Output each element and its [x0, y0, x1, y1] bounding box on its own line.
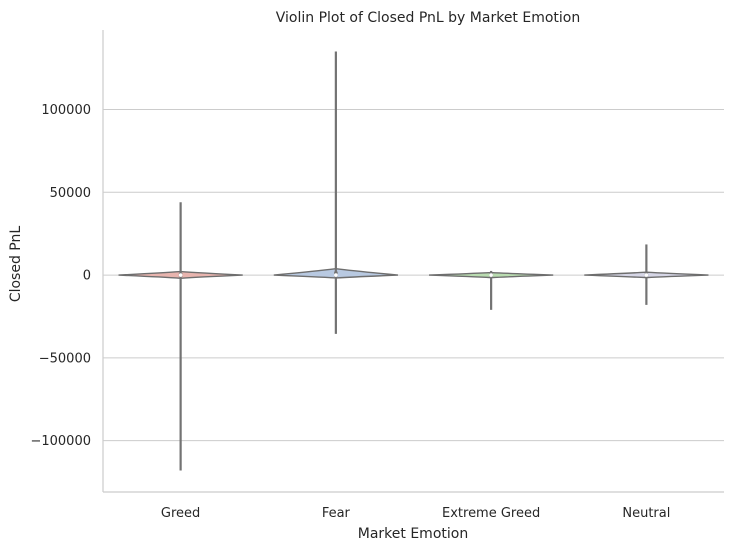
violin-extreme-greed: [428, 270, 554, 310]
violin-fear: [273, 51, 399, 334]
y-tick-label: 0: [83, 269, 91, 284]
x-tick-label: Extreme Greed: [442, 506, 540, 521]
x-axis-label: Market Emotion: [358, 526, 468, 542]
violin-median: [489, 273, 493, 277]
x-axis-ticks: Greed Fear Extreme Greed Neutral: [161, 506, 670, 521]
y-tick-label: −50000: [39, 351, 91, 366]
violin-median: [178, 273, 183, 277]
axes-spines: [102, 30, 724, 493]
violin-neutral: [584, 244, 709, 305]
x-tick-label: Greed: [161, 506, 200, 521]
violins: [118, 51, 709, 471]
violin-median: [644, 273, 649, 277]
chart-title: Violin Plot of Closed PnL by Market Emot…: [276, 10, 580, 26]
y-axis-ticks: −100000 −50000 0 50000 100000: [30, 103, 91, 449]
violin-greed: [118, 202, 243, 471]
x-tick-label: Fear: [322, 506, 351, 521]
y-tick-label: 100000: [41, 103, 91, 118]
violin-median: [334, 273, 338, 277]
y-tick-label: −100000: [30, 434, 91, 449]
y-axis-label: Closed PnL: [8, 226, 24, 303]
x-tick-label: Neutral: [622, 506, 670, 521]
y-tick-label: 50000: [50, 186, 91, 201]
